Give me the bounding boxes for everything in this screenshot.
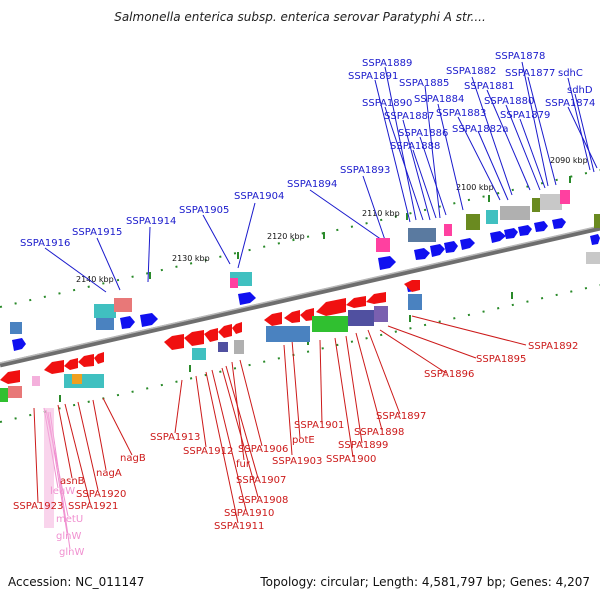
gene-label: fur [236,459,251,470]
gene-label: SSPA1901 [294,420,344,431]
genome-backbone [0,225,600,368]
gene-label: SSPA1878 [495,51,545,62]
map-title: Salmonella enterica subsp. enterica sero… [114,10,486,24]
forward-genes [12,218,600,351]
reverse-genes [0,280,420,384]
scale-label: 2100 kbp [456,183,494,192]
gene-label: SSPA1884 [414,94,464,105]
scale-label: 2110 kbp [362,209,400,218]
gene-label: SSPA1893 [340,165,390,176]
accession-label: Accession: NC_011147 [8,575,145,589]
gene-label: SSPA1904 [234,191,284,202]
gene-label: glnW [56,531,81,542]
gene-label: SSPA1879 [500,110,550,121]
gene-label: asnB [60,476,85,487]
gene-label: SSPA1916 [20,238,70,249]
rna-gene-labels: leuW metU glnW glnW [50,486,84,558]
scale-label: 2130 kbp [172,254,210,263]
gene-label: SSPA1890 [362,98,412,109]
scale-label: 2140 kbp [76,275,114,284]
gene-label: SSPA1887 [384,111,434,122]
feature-blocks [0,190,600,402]
gene-label: SSPA1912 [183,446,233,457]
gene-label: glnW [59,547,84,558]
gene-label: SSPA1896 [424,369,474,380]
gene-label: SSPA1898 [354,427,404,438]
forward-leader-lines [44,61,598,293]
scale-ticks [59,176,571,402]
gene-label: SSPA1886 [398,128,448,139]
gene-label: SSPA1889 [362,58,412,69]
gene-label: SSPA1895 [476,354,526,365]
scale-label: 2120 kbp [267,232,305,241]
rna-highlight [44,408,54,528]
reverse-leader-lines [33,315,527,524]
gene-label: SSPA1915 [72,227,122,238]
reverse-gene-labels: SSPA1892 SSPA1895 SSPA1896 SSPA1897 SSPA… [13,341,578,532]
gene-label: SSPA1914 [126,216,176,227]
gene-label: SSPA1910 [224,508,274,519]
scale-label: 2090 kbp [550,156,588,165]
gene-label: SSPA1888 [390,141,440,152]
gene-label: SSPA1882a [452,124,509,135]
gene-label: SSPA1913 [150,432,200,443]
gene-label: SSPA1897 [376,411,426,422]
gene-label: sdhC [558,68,583,79]
gene-label: SSPA1881 [464,81,514,92]
gene-label: SSPA1877 [505,68,555,79]
gene-label: SSPA1911 [214,521,264,532]
gene-label: SSPA1894 [287,179,337,190]
gene-label: SSPA1921 [68,501,118,512]
gene-label: SSPA1899 [338,440,388,451]
gene-label: SSPA1882 [446,66,496,77]
scale-labels: 2090 kbp 2100 kbp 2110 kbp 2120 kbp 2130… [76,156,588,284]
gene-label: nagB [120,453,146,464]
gene-label: SSPA1892 [528,341,578,352]
gene-label: leuW [50,486,75,497]
gene-label: SSPA1906 [238,444,288,455]
gene-label: metU [56,514,83,525]
gene-label: SSPA1880 [484,96,534,107]
gene-label: SSPA1891 [348,71,398,82]
gene-label: SSPA1883 [436,108,486,119]
gene-label: SSPA1907 [236,475,286,486]
gene-label: SSPA1923 [13,501,63,512]
gene-label: potE [292,435,315,446]
forward-gene-labels: SSPA1889 SSPA1891 SSPA1885 SSPA1882 SSPA… [20,51,595,249]
genome-summary: Topology: circular; Length: 4,581,797 bp… [260,575,590,589]
gene-label: nagA [96,468,122,479]
gene-label: SSPA1905 [179,205,229,216]
gene-label: SSPA1900 [326,454,376,465]
gene-label: SSPA1885 [399,78,449,89]
gene-label: sdhD [567,85,593,96]
gene-label: SSPA1903 [272,456,322,467]
gene-label: SSPA1920 [76,489,126,500]
gene-label: SSPA1874 [545,98,595,109]
gene-label: SSPA1908 [238,495,288,506]
